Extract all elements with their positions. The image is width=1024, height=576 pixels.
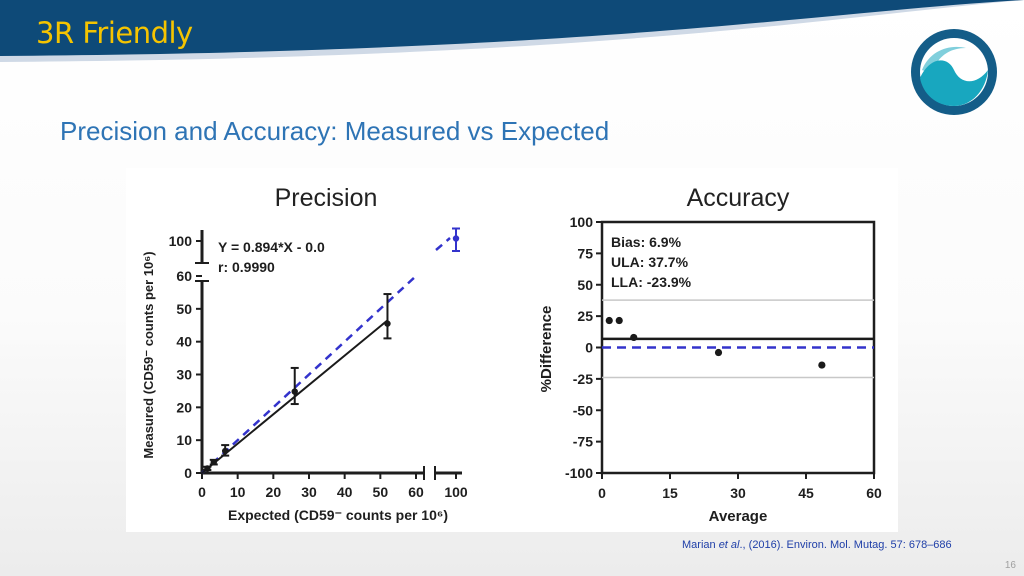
accuracy-point xyxy=(818,361,826,369)
precision-x-tick-label: 20 xyxy=(266,484,282,500)
accuracy-title: Accuracy xyxy=(687,184,790,212)
precision-point xyxy=(452,235,460,242)
accuracy-y-tick-label: 75 xyxy=(577,245,593,261)
precision-x-tick-label: 60 xyxy=(408,484,424,500)
accuracy-plot-layer: 100 75 50 25 0 -25 -50 -75 -100 0 15 30 45 60 xyxy=(565,214,882,501)
accuracy-chart: Accuracy %Difference Average Bias: 6.9% … xyxy=(538,184,882,525)
charts-svg: Precision Measured (CD59⁻ counts per 10⁶… xyxy=(141,184,882,525)
precision-point xyxy=(210,458,217,466)
precision-xlabel: Expected (CD59⁻ counts per 10⁶) xyxy=(228,507,448,523)
accuracy-y-tick-label: -25 xyxy=(573,371,593,387)
precision-point xyxy=(291,388,298,395)
precision-y-tick-label: 0 xyxy=(184,465,192,481)
accuracy-y-tick-label: -75 xyxy=(573,434,593,450)
page-number: 16 xyxy=(1004,560,1016,571)
precision-point xyxy=(384,320,391,327)
accuracy-x-tick-label: 30 xyxy=(730,485,746,501)
precision-identity-line-upper xyxy=(435,237,451,251)
accuracy-annotation-lla: LLA: -23.9% xyxy=(611,274,692,290)
section-subtitle: Precision and Accuracy: Measured vs Expe… xyxy=(60,116,610,146)
precision-x-tick-label: 30 xyxy=(301,484,317,500)
accuracy-x-tick-label: 45 xyxy=(798,485,814,501)
precision-identity-line xyxy=(201,275,417,474)
precision-chart: Precision Measured (CD59⁻ counts per 10⁶… xyxy=(141,184,468,523)
accuracy-y-tick-label: 25 xyxy=(577,308,593,324)
accuracy-ylabel: %Difference xyxy=(538,306,555,393)
precision-y-tick-label: 100 xyxy=(169,233,193,249)
precision-plot-layer: 0 10 20 30 40 50 60 100 0 10 20 30 40 50 60 100 xyxy=(169,227,468,500)
accuracy-point xyxy=(605,316,613,325)
accuracy-annotation-ula: ULA: 37.7% xyxy=(611,254,689,270)
precision-x-tick-label: 10 xyxy=(230,484,246,500)
precision-y-tick-label: 60 xyxy=(176,268,192,284)
accuracy-y-tick-label: 100 xyxy=(570,214,594,230)
accuracy-y-tick-label: 50 xyxy=(577,277,593,293)
precision-y-tick-label: 20 xyxy=(176,399,192,415)
precision-point xyxy=(221,447,229,455)
precision-x-tick-label: 50 xyxy=(373,484,389,500)
company-logo-icon xyxy=(911,29,997,115)
citation-source: ., (2016). Environ. Mol. Mutag. 57: 678–… xyxy=(739,539,952,551)
accuracy-point xyxy=(714,348,723,357)
precision-annotation-r: r: 0.9990 xyxy=(218,259,275,275)
precision-y-tick-label: 30 xyxy=(176,367,192,383)
accuracy-y-tick-label: -50 xyxy=(573,402,593,418)
precision-x-tick-label: 0 xyxy=(198,484,206,500)
precision-annotation-equation: Y = 0.894*X - 0.0 xyxy=(218,239,325,255)
citation: Marian et al., (2016). Environ. Mol. Mut… xyxy=(682,539,952,551)
accuracy-point xyxy=(615,316,623,325)
accuracy-x-tick-label: 0 xyxy=(598,485,606,501)
slide-title: 3R Friendly xyxy=(36,16,193,50)
precision-x-tick-label: 100 xyxy=(444,484,468,500)
precision-ylabel: Measured (CD59⁻ counts per 10⁶) xyxy=(141,251,156,458)
citation-authors: Marian xyxy=(682,539,719,551)
precision-y-tick-label: 50 xyxy=(176,301,192,317)
precision-y-tick-label: 40 xyxy=(176,334,192,350)
precision-y-tick-label: 10 xyxy=(176,432,192,448)
accuracy-annotation-bias: Bias: 6.9% xyxy=(611,234,682,250)
citation-etal: et al xyxy=(718,539,740,551)
precision-title: Precision xyxy=(275,184,378,212)
header-band xyxy=(0,0,1024,62)
accuracy-point xyxy=(630,333,638,342)
accuracy-x-tick-label: 60 xyxy=(866,485,882,501)
figure-panel: Precision Measured (CD59⁻ counts per 10⁶… xyxy=(126,168,898,532)
accuracy-xlabel: Average xyxy=(709,508,768,525)
accuracy-y-tick-label: 0 xyxy=(585,340,593,356)
accuracy-x-tick-label: 15 xyxy=(662,485,678,501)
precision-x-tick-label: 40 xyxy=(337,484,353,500)
precision-point xyxy=(204,465,211,472)
accuracy-y-tick-label: -100 xyxy=(565,465,593,481)
